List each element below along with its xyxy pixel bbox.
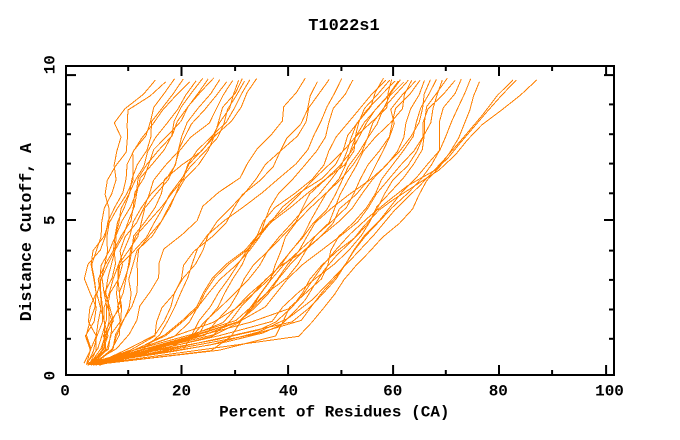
svg-text:10: 10 (42, 55, 60, 74)
svg-text:0: 0 (42, 371, 60, 381)
svg-text:0: 0 (60, 383, 70, 401)
svg-text:40: 40 (279, 383, 298, 401)
svg-text:60: 60 (383, 383, 402, 401)
svg-text:Percent of Residues (CA): Percent of Residues (CA) (219, 404, 449, 422)
svg-text:80: 80 (489, 383, 508, 401)
svg-text:Distance Cutoff, A: Distance Cutoff, A (17, 143, 36, 321)
svg-text:5: 5 (42, 215, 60, 225)
svg-text:T1022s1: T1022s1 (308, 17, 379, 36)
svg-text:100: 100 (595, 383, 624, 401)
svg-text:20: 20 (172, 383, 191, 401)
